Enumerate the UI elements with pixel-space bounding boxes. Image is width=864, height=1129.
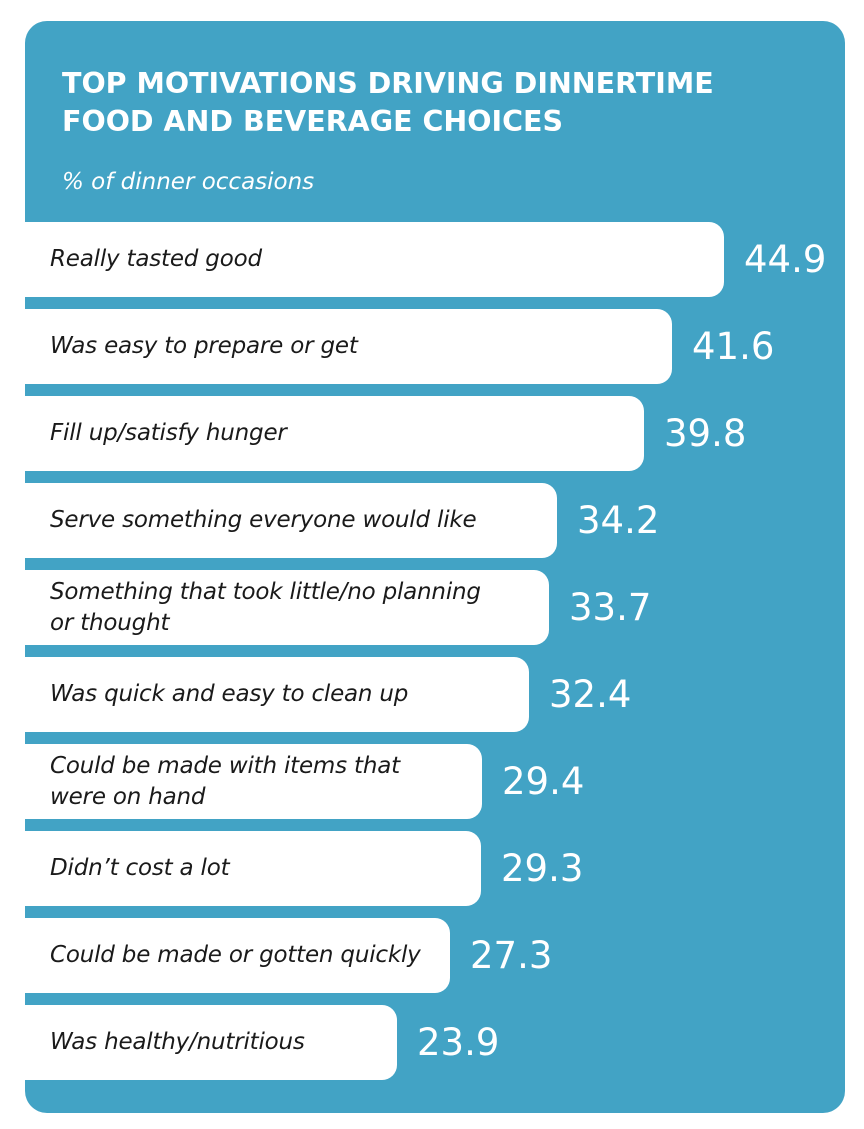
bar: Was quick and easy to clean up	[25, 657, 529, 732]
category-label: Could be made or gotten quickly	[50, 942, 421, 968]
data-label: 27.3	[470, 934, 553, 977]
chart-card: TOP MOTIVATIONS DRIVING DINNERTIME FOOD …	[25, 21, 845, 1113]
bar: Could be made with items that were on ha…	[25, 744, 482, 819]
category-label: Didn’t cost a lot	[50, 855, 230, 881]
chart-title: TOP MOTIVATIONS DRIVING DINNERTIME FOOD …	[62, 67, 714, 138]
data-label: 39.8	[664, 412, 747, 455]
bar: Something that took little/no planning o…	[25, 570, 549, 645]
bar: Was healthy/nutritious	[25, 1005, 397, 1080]
data-label: 34.2	[577, 499, 660, 542]
data-label: 29.3	[501, 847, 584, 890]
data-label: 29.4	[502, 760, 585, 803]
data-label: 32.4	[549, 673, 632, 716]
category-label: Was easy to prepare or get	[50, 333, 358, 359]
bar: Didn’t cost a lot	[25, 831, 481, 906]
category-label: Serve something everyone would like	[50, 507, 477, 533]
chart-subtitle: % of dinner occasions	[62, 169, 315, 195]
category-label: Was quick and easy to clean up	[50, 681, 409, 707]
data-label: 23.9	[417, 1021, 500, 1064]
bar: Fill up/satisfy hunger	[25, 396, 644, 471]
category-label: Fill up/satisfy hunger	[50, 420, 287, 446]
data-label: 41.6	[692, 325, 775, 368]
bar: Serve something everyone would like	[25, 483, 557, 558]
category-label: Something that took little/no planning o…	[50, 578, 481, 636]
data-label: 44.9	[744, 238, 827, 281]
category-label: Was healthy/nutritious	[50, 1029, 305, 1055]
bar: Could be made or gotten quickly	[25, 918, 450, 993]
data-label: 33.7	[569, 586, 652, 629]
bar: Really tasted good	[25, 222, 724, 297]
category-label: Could be made with items that were on ha…	[50, 752, 400, 810]
category-label: Really tasted good	[50, 246, 262, 272]
bar: Was easy to prepare or get	[25, 309, 672, 384]
